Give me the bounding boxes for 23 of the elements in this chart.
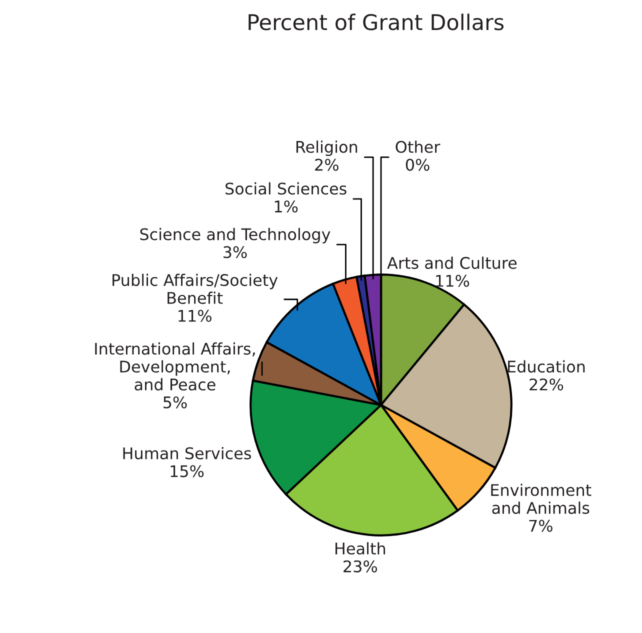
data-label: 3% [224, 246, 247, 258]
data-label: 1% [274, 200, 298, 213]
slice-label: Science and Technology [140, 228, 330, 244]
data-label: 11% [436, 274, 470, 287]
data-label: 15% [170, 465, 204, 478]
slice-label: International Affairs, Development, and Peace [95, 342, 255, 391]
slice-label: Arts and Culture [387, 256, 517, 269]
category-label: Other [396, 140, 440, 153]
slice-label: Environment and Animals [491, 484, 592, 514]
text: 0% [406, 158, 430, 171]
data-label: 5% [164, 396, 187, 408]
data-label: 7% [529, 520, 552, 532]
data-label: 11% [178, 310, 212, 322]
data-label: 22% [530, 378, 564, 391]
slice-label: Social Sciences [226, 182, 346, 195]
slice-label: Education [508, 360, 585, 373]
slice-label: Health [336, 542, 386, 555]
slice-label: Human Services [123, 447, 251, 460]
slice-label: Public Affairs/Society Benefit [112, 274, 278, 304]
slice-label: Religion [296, 140, 358, 156]
data-label: 2% [315, 158, 338, 171]
chart-title: Percent of Grant Dollars [248, 14, 504, 30]
data-label: 23% [344, 560, 378, 572]
